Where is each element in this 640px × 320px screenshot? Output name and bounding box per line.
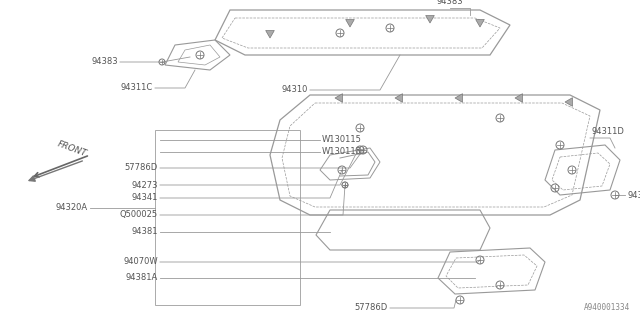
Text: Q500025: Q500025 xyxy=(120,211,158,220)
Text: 94381A: 94381A xyxy=(125,274,158,283)
Polygon shape xyxy=(395,94,403,102)
Text: 94311D: 94311D xyxy=(592,127,625,136)
Text: 94273: 94273 xyxy=(131,180,158,189)
Text: W130115: W130115 xyxy=(322,135,362,145)
Polygon shape xyxy=(266,30,275,38)
Text: 57786D: 57786D xyxy=(355,303,388,313)
Polygon shape xyxy=(426,15,435,23)
Text: FRONT: FRONT xyxy=(56,139,88,158)
Polygon shape xyxy=(335,94,342,102)
Polygon shape xyxy=(515,94,522,102)
Text: W130115: W130115 xyxy=(322,148,362,156)
Text: 94311C: 94311C xyxy=(121,84,153,92)
Text: 94381: 94381 xyxy=(131,228,158,236)
Text: A940001334: A940001334 xyxy=(584,303,630,312)
Text: 94383: 94383 xyxy=(436,0,463,6)
Polygon shape xyxy=(476,20,484,27)
Text: 94070W: 94070W xyxy=(124,258,158,267)
Text: 94341: 94341 xyxy=(132,194,158,203)
Bar xyxy=(155,130,300,305)
Polygon shape xyxy=(346,20,355,27)
Polygon shape xyxy=(455,94,463,102)
Text: 94383: 94383 xyxy=(92,58,118,67)
Polygon shape xyxy=(565,98,573,106)
Text: 57786D: 57786D xyxy=(125,164,158,172)
Text: 94320A: 94320A xyxy=(56,204,88,212)
Text: 94310: 94310 xyxy=(282,85,308,94)
Text: 94383: 94383 xyxy=(627,190,640,199)
